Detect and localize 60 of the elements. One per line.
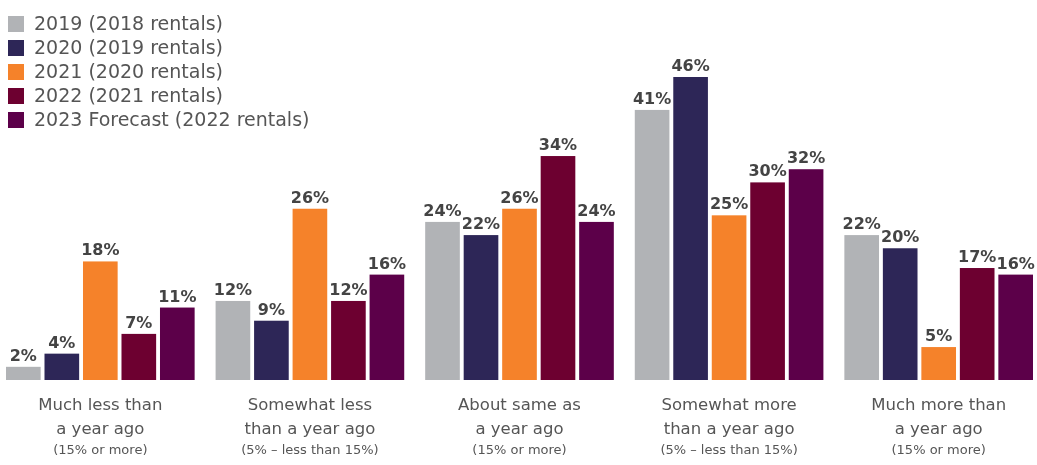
bar (121, 333, 157, 380)
bar (44, 353, 80, 380)
data-label: 18% (81, 240, 120, 260)
legend-label: 2021 (2020 rentals) (34, 60, 224, 82)
bar (882, 248, 918, 380)
bar (959, 268, 995, 380)
data-label: 5% (925, 326, 953, 346)
data-label: 26% (290, 187, 330, 207)
bar (634, 109, 670, 380)
data-label: 12% (213, 279, 253, 299)
bar (540, 156, 576, 380)
data-label: 22% (842, 214, 881, 234)
x-tick-label: Somewhat less than a year ago (5% – less than 15%) (241, 395, 379, 457)
bar (788, 169, 824, 380)
bar (502, 208, 537, 380)
bar (331, 300, 366, 380)
bar (425, 221, 460, 380)
data-label: 11% (158, 286, 197, 306)
data-label: 30% (748, 161, 787, 181)
x-tick-label: About same as a year ago (15% or more) (458, 395, 581, 457)
bar (82, 261, 118, 380)
data-label: 2% (9, 345, 37, 365)
bar (215, 300, 251, 380)
legend-label: 2019 (2018 rentals) (34, 12, 224, 34)
data-label: 41% (632, 88, 672, 108)
data-label: 16% (367, 253, 407, 273)
data-label: 20% (881, 227, 920, 247)
data-label: 24% (577, 200, 616, 220)
bar (6, 366, 41, 380)
data-label: 4% (48, 332, 76, 352)
data-label: 34% (538, 135, 578, 155)
bar (711, 215, 747, 380)
data-label: 16% (996, 253, 1035, 273)
data-label: 17% (958, 247, 997, 267)
legend-label: 2022 (2021 rentals) (34, 84, 224, 106)
x-tick-label: Much more than a year ago (15% or more) (871, 395, 1007, 457)
bar (579, 221, 614, 380)
data-label: 22% (461, 214, 501, 234)
x-tick-label: Much less than a year ago (15% or more) (38, 395, 163, 457)
bar (844, 235, 880, 380)
bar (998, 274, 1033, 380)
bar (921, 347, 957, 380)
x-tick-label: Somewhat more than a year ago (5% – less than 15%) (660, 395, 798, 457)
data-label: 32% (786, 148, 826, 168)
bar (463, 235, 499, 380)
data-label: 46% (671, 56, 710, 75)
bar (292, 208, 328, 380)
bar (159, 307, 195, 380)
legend-label: 2020 (2019 rentals) (34, 36, 224, 58)
legend-label: 2023 Forecast (2022 rentals) (34, 108, 310, 130)
data-label: 24% (423, 200, 462, 220)
data-label: 25% (709, 194, 749, 214)
bar (369, 274, 405, 380)
data-label: 9% (257, 299, 285, 319)
bar (254, 320, 289, 380)
data-label: 26% (500, 187, 539, 207)
bar (673, 77, 708, 380)
data-label: 12% (329, 279, 368, 299)
bar (750, 182, 785, 380)
data-label: 7% (125, 312, 153, 332)
